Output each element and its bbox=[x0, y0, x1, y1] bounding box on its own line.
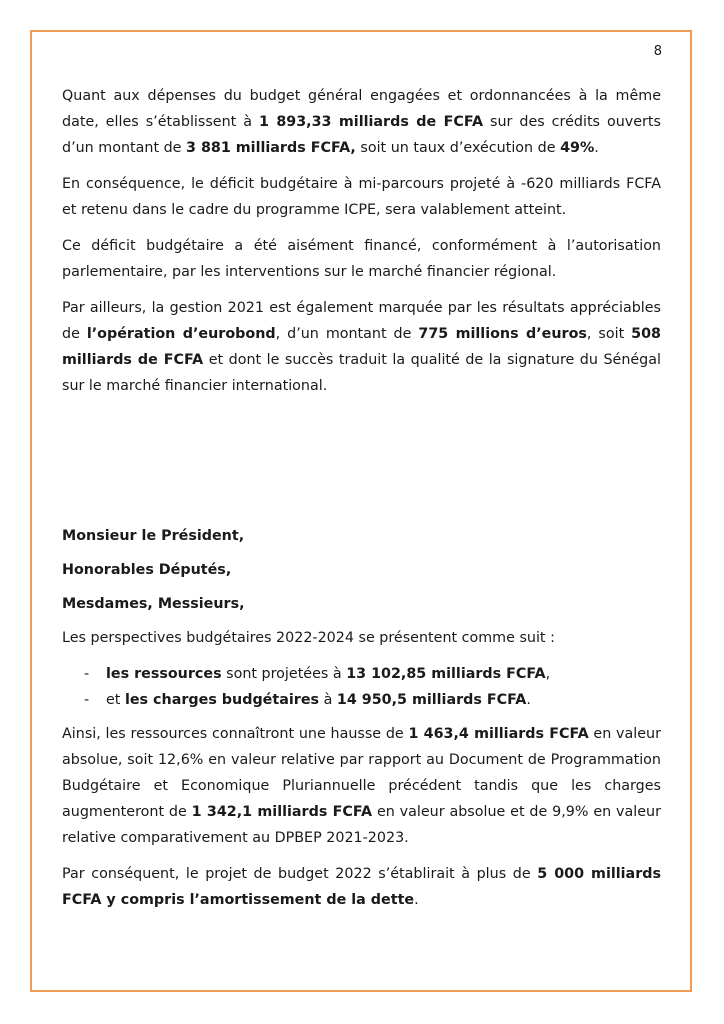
text: à bbox=[319, 692, 337, 708]
paragraph-increase: Ainsi, les ressources connaîtront une ha… bbox=[62, 721, 661, 851]
text: sont projetées à bbox=[221, 666, 347, 682]
text: . bbox=[526, 692, 531, 708]
text: soit un taux d’exécution de bbox=[355, 140, 561, 156]
text: Par conséquent, le projet de budget 2022… bbox=[62, 866, 538, 882]
text: Par ailleurs, la gestion 2021 est égalem… bbox=[62, 300, 661, 342]
text: , d’un montant de bbox=[275, 326, 419, 342]
text: . bbox=[414, 892, 419, 908]
bold-text: les charges budgétaires bbox=[124, 692, 320, 708]
bold-text: 1 342,1 milliards FCFA bbox=[191, 804, 373, 820]
text: Quant aux dépenses du budget général eng… bbox=[62, 88, 661, 130]
bold-text: 775 millions d’euros bbox=[418, 326, 587, 342]
text: en valeur absolue et de 9,9% en valeur r… bbox=[62, 804, 661, 846]
paragraph-expenses: Quant aux dépenses du budget général eng… bbox=[62, 83, 661, 161]
bold-text: 3 881 milliards FCFA, bbox=[186, 140, 356, 156]
bold-text: Honorables Députés, bbox=[62, 562, 232, 578]
list-item: - les ressources sont projetées à 13 102,… bbox=[62, 661, 661, 687]
paragraph-conclusion: Par conséquent, le projet de budget 2022… bbox=[62, 861, 661, 913]
bold-text: l’opération d’eurobond bbox=[86, 326, 276, 342]
bold-text: 1 893,33 milliards de FCFA bbox=[258, 114, 484, 130]
bold-text: 1 463,4 milliards FCFA bbox=[408, 726, 589, 742]
dash-bullet: - bbox=[84, 692, 90, 708]
page-number: 8 bbox=[653, 44, 662, 59]
paragraph-financing: Ce déficit budgétaire a été aisément fin… bbox=[62, 233, 661, 285]
salutation: Mesdames, Messieurs, bbox=[62, 591, 661, 617]
bold-text: 13 102,85 milliards FCFA bbox=[346, 666, 546, 682]
text: en valeur absolue, soit 12,6% en valeur … bbox=[62, 726, 661, 820]
text: et bbox=[106, 692, 125, 708]
list-item: - et les charges budgétaires à 14 950,5 m… bbox=[62, 687, 661, 713]
text: , bbox=[545, 666, 551, 682]
salutation: Honorables Députés, bbox=[62, 557, 661, 583]
bold-text: 14 950,5 milliards FCFA bbox=[336, 692, 527, 708]
bold-text: 508 milliards de FCFA bbox=[62, 326, 661, 368]
text: Ce déficit budgétaire a été aisément fin… bbox=[62, 238, 661, 280]
text: Les perspectives budgétaires 2022-2024 s… bbox=[62, 630, 555, 646]
spacer bbox=[62, 409, 661, 523]
document-body: Quant aux dépenses du budget général eng… bbox=[62, 83, 661, 923]
text: En conséquence, le déficit budgétaire à … bbox=[62, 176, 661, 218]
text: et dont le succès traduit la qualité de … bbox=[62, 352, 661, 394]
paragraph-perspectives: Les perspectives budgétaires 2022-2024 s… bbox=[62, 625, 661, 651]
paragraph-deficit: En conséquence, le déficit budgétaire à … bbox=[62, 171, 661, 223]
bold-text: Mesdames, Messieurs, bbox=[62, 596, 245, 612]
dash-bullet: - bbox=[84, 666, 90, 682]
page-border bbox=[30, 30, 692, 992]
text: . bbox=[594, 140, 599, 156]
bullet-list: - les ressources sont projetées à 13 102,… bbox=[62, 661, 661, 713]
bold-text: 49% bbox=[560, 140, 595, 156]
text: Ainsi, les ressources connaîtront une ha… bbox=[62, 726, 409, 742]
salutation: Monsieur le Président, bbox=[62, 523, 661, 549]
bold-text: les ressources bbox=[106, 666, 222, 682]
bold-text: 5 000 milliards FCFA y compris l’amortis… bbox=[62, 866, 661, 908]
text: sur des crédits ouverts d’un montant de bbox=[62, 114, 661, 156]
bold-text: Monsieur le Président, bbox=[62, 528, 245, 544]
text: , soit bbox=[586, 326, 632, 342]
paragraph-eurobond: Par ailleurs, la gestion 2021 est égalem… bbox=[62, 295, 661, 399]
